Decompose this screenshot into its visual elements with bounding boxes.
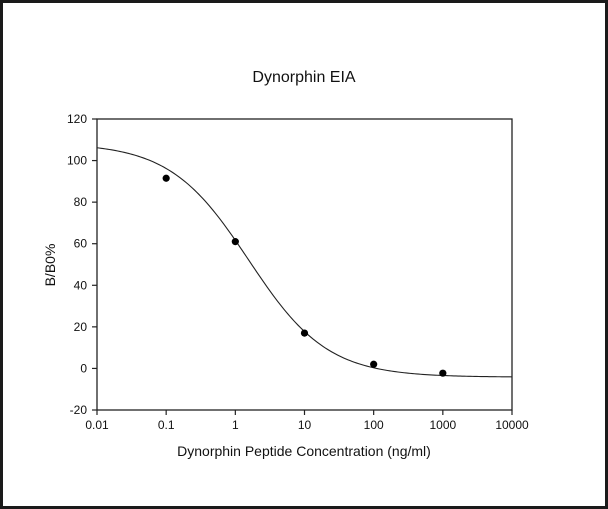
fit-curve: [96, 147, 513, 378]
plot-area: [96, 118, 513, 411]
x-tick-label: 1000: [429, 418, 456, 432]
data-point: [439, 369, 447, 377]
y-tick-label: 80: [74, 195, 88, 209]
x-tick-label: 1: [232, 418, 239, 432]
x-tick-label: 10000: [495, 418, 529, 432]
plot-border: [96, 118, 513, 411]
y-tick-label: 120: [67, 112, 87, 126]
y-tick-label: 20: [74, 320, 88, 334]
x-tick-label: 0.1: [158, 418, 175, 432]
y-tick-label: 100: [67, 154, 87, 168]
y-axis-label: B/B0%: [42, 244, 58, 287]
data-point: [370, 360, 378, 368]
y-tick-label: -20: [70, 403, 88, 417]
x-axis-label: Dynorphin Peptide Concentration (ng/ml): [177, 443, 431, 459]
data-point: [231, 238, 239, 246]
data-points: [162, 174, 447, 377]
x-tick-label: 10: [298, 418, 312, 432]
chart-title: Dynorphin EIA: [252, 69, 355, 86]
data-point: [162, 174, 170, 182]
x-tick-label: 100: [364, 418, 384, 432]
x-tick-label: 0.01: [85, 418, 109, 432]
y-tick-label: 60: [74, 237, 88, 251]
y-tick-label: 0: [80, 361, 87, 375]
fit-curve-line: [96, 147, 513, 378]
data-point: [300, 329, 309, 337]
y-axis-ticks: -20 0 20 40 60 80 100 120: [67, 112, 97, 417]
y-tick-label: 40: [74, 278, 88, 292]
x-axis-ticks: 0.01 0.1 1 10 100 1000 10000: [85, 410, 529, 432]
